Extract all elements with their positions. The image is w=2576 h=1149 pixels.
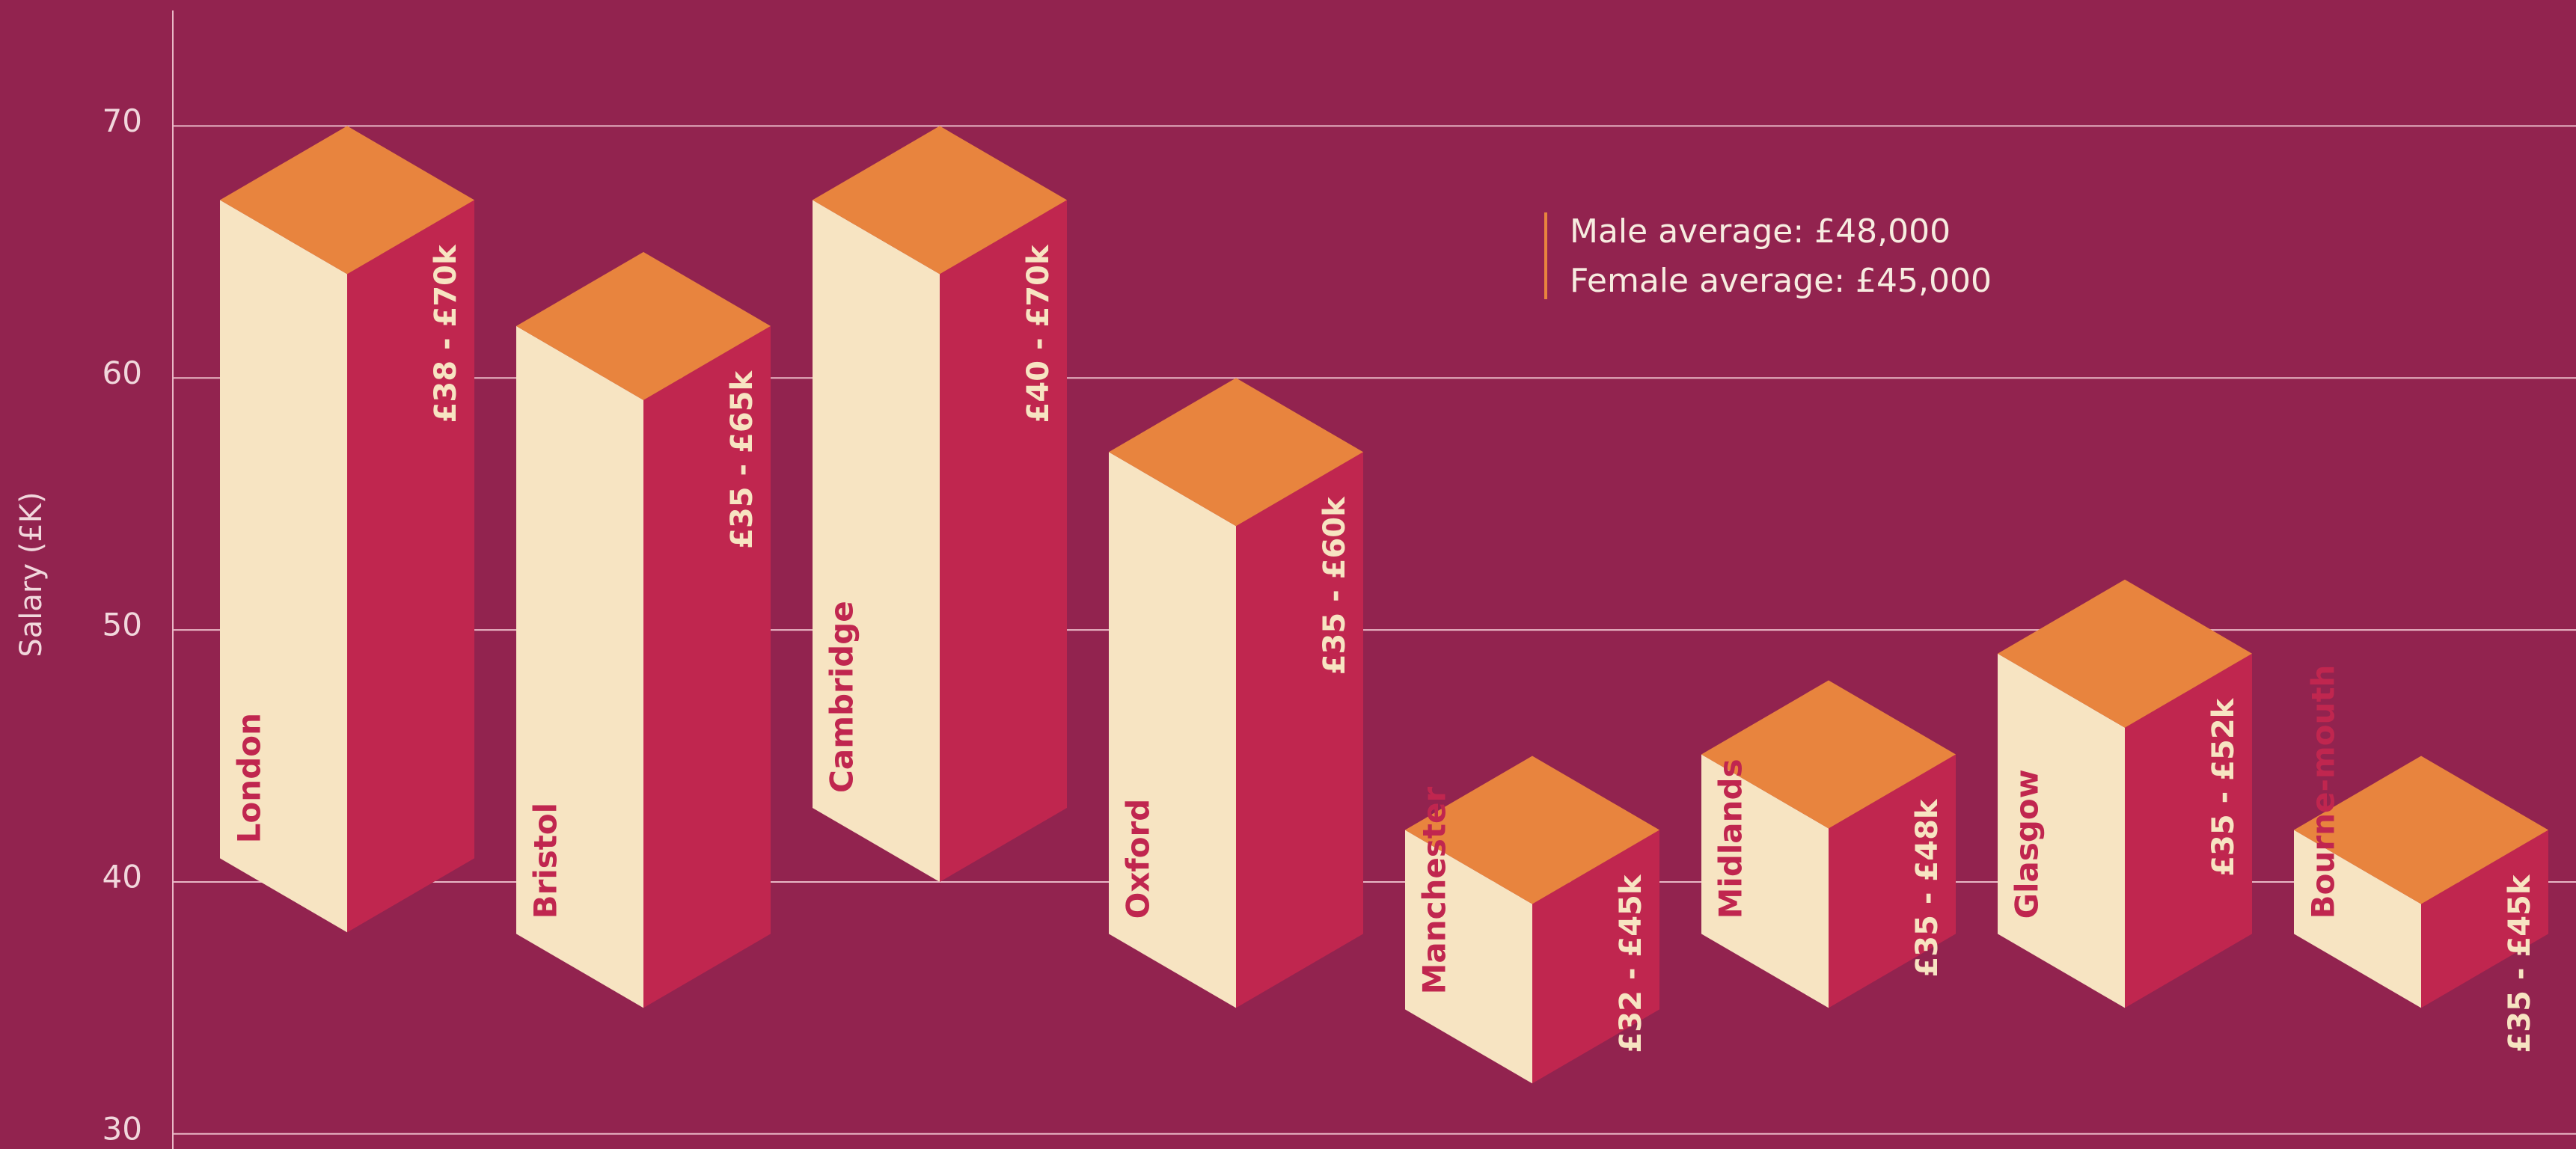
bar-left-face (1998, 653, 2125, 1008)
bar-right-face (940, 200, 1067, 882)
bar-left-face (1405, 830, 1532, 1084)
category-label: Bristol (527, 803, 564, 919)
category-label: Cambridge (824, 601, 860, 793)
value-label: £35 - £60k (1318, 496, 1352, 675)
bar-top-face (1701, 680, 1956, 829)
y-tick-label: 50 (103, 607, 142, 643)
y-tick-label: 60 (103, 355, 142, 391)
value-label: £32 - £45k (1614, 874, 1648, 1053)
y-tick-label: 70 (103, 102, 142, 139)
legend-entry: Female average: £45,000 (1570, 262, 1992, 300)
bar-right-face (2125, 653, 2252, 1008)
bar-left-face (516, 325, 643, 1008)
category-label: Glasgow (2009, 769, 2046, 919)
value-label: £40 - £70k (1021, 244, 1056, 423)
y-axis-label: Salary (£K) (14, 491, 49, 657)
bar-right-face (1236, 452, 1363, 1008)
bar-left-face (813, 200, 940, 882)
bar-right-face (1829, 754, 1956, 1008)
value-label: £35 - £45k (2503, 874, 2537, 1053)
bar-left-face (220, 200, 347, 933)
bar-top-face (1405, 756, 1659, 904)
bar-left-face (1701, 754, 1829, 1008)
bar-top-face (516, 251, 771, 400)
value-label: £35 - £48k (1910, 798, 1945, 977)
bar-top-face (2294, 756, 2548, 904)
value-label: £35 - £65k (725, 370, 759, 548)
y-tick-label: 30 (103, 1110, 142, 1147)
category-label: London (231, 713, 268, 843)
bar-right-face (2421, 830, 2548, 1008)
legend-entry: Male average: £48,000 (1570, 212, 1951, 251)
bar-right-face (1532, 830, 1659, 1084)
bar-left-face (2294, 830, 2421, 1008)
y-tick-label: 40 (103, 858, 142, 895)
bar-top-face (813, 126, 1067, 275)
category-label: Midlands (1713, 759, 1749, 919)
bar-right-face (347, 200, 474, 933)
category-label: Oxford (1120, 799, 1157, 919)
category-label: Manchester (1416, 787, 1453, 995)
bar-right-face (643, 325, 771, 1008)
value-label: £35 - £52k (2206, 697, 2241, 876)
bar-top-face (1998, 579, 2252, 728)
value-label: £38 - £70k (429, 244, 463, 423)
bar-top-face (1109, 378, 1363, 527)
bar-top-face (220, 126, 474, 275)
category-label: Bourne-mouth (2305, 665, 2342, 919)
bar-left-face (1109, 452, 1236, 1008)
